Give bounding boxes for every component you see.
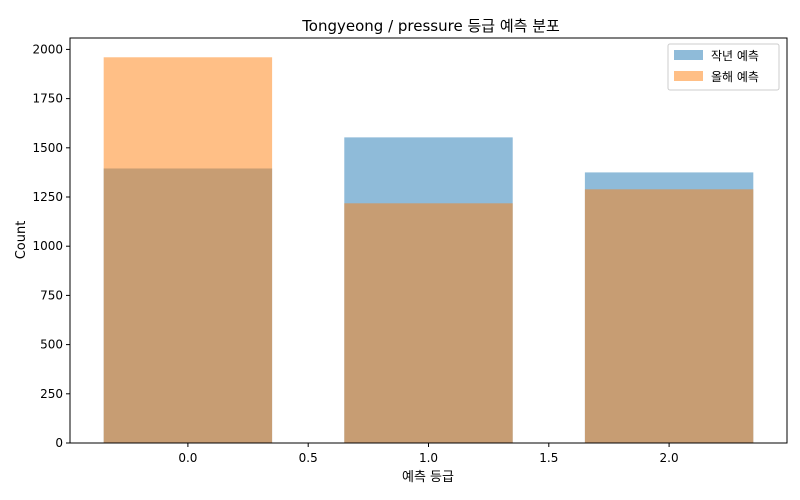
y-tick-label: 250 bbox=[40, 387, 63, 401]
bar-series-1-category-2 bbox=[584, 189, 754, 443]
y-axis-label: Count bbox=[14, 221, 29, 260]
bar-series-1-category-1 bbox=[344, 203, 513, 443]
y-tick-label: 0 bbox=[55, 436, 63, 450]
y-tick-label: 1750 bbox=[32, 92, 63, 106]
x-axis: 0.0 0.5 1.0 1.5 2.0 bbox=[178, 443, 679, 465]
bar-series-1-category-0 bbox=[103, 57, 273, 444]
y-tick-label: 2000 bbox=[32, 42, 63, 56]
x-tick-label: 1.5 bbox=[539, 451, 558, 465]
bars-layer bbox=[103, 57, 754, 444]
legend-label-this-year: 올해 예측 bbox=[711, 70, 759, 84]
y-tick-label: 1500 bbox=[32, 141, 63, 155]
y-tick-label: 1000 bbox=[32, 239, 63, 253]
x-tick-label: 2.0 bbox=[660, 451, 679, 465]
x-tick-label: 0.5 bbox=[299, 451, 318, 465]
chart-title: Tongyeong / pressure 등급 예측 분포 bbox=[301, 17, 560, 35]
y-axis: 0 250 500 750 1000 1250 1500 1750 2000 bbox=[32, 42, 70, 450]
legend-label-last-year: 작년 예측 bbox=[711, 49, 759, 63]
legend: 작년 예측 올해 예측 bbox=[667, 43, 780, 91]
y-tick-label: 500 bbox=[40, 338, 63, 352]
legend-swatch-this-year bbox=[674, 71, 703, 81]
y-tick-label: 750 bbox=[40, 288, 63, 302]
x-axis-label: 예측 등급 bbox=[402, 470, 454, 485]
legend-swatch-last-year bbox=[674, 50, 703, 60]
y-tick-label: 1250 bbox=[32, 190, 63, 204]
x-tick-label: 0.0 bbox=[178, 451, 197, 465]
x-tick-label: 1.0 bbox=[419, 451, 438, 465]
